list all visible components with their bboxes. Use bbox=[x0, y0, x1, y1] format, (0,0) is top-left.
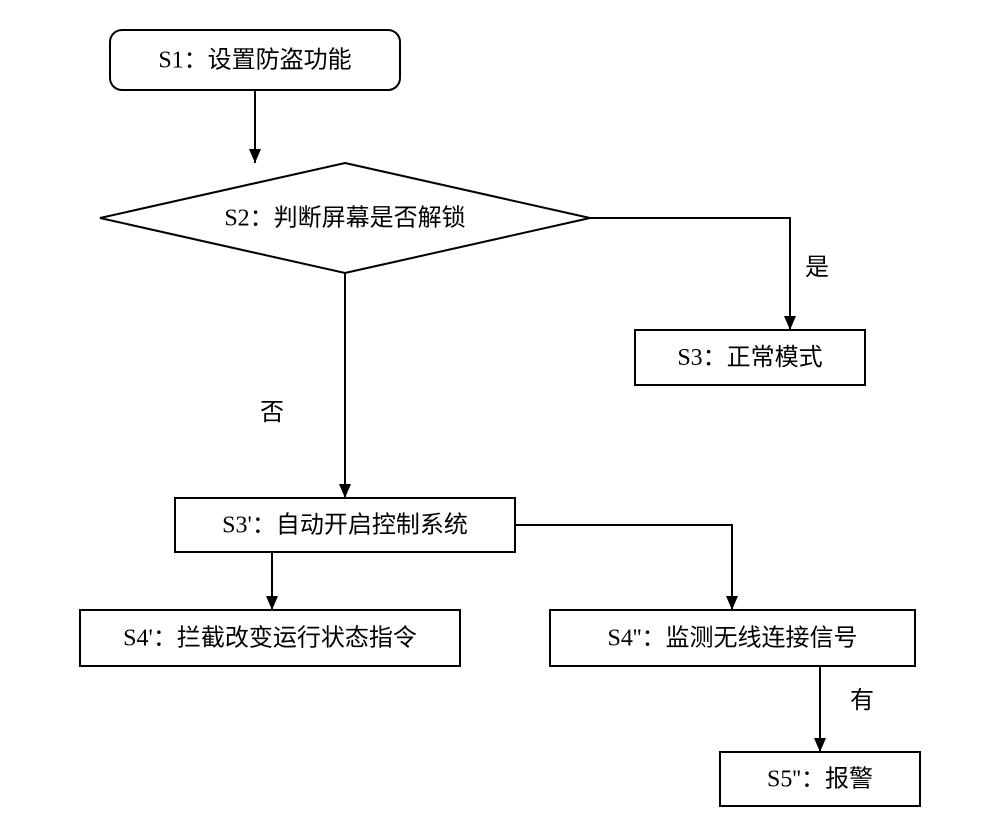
svg-text:有: 有 bbox=[850, 687, 874, 714]
svg-text:S1：设置防盗功能: S1：设置防盗功能 bbox=[158, 47, 351, 74]
svg-text:是: 是 bbox=[805, 255, 829, 281]
svg-text:S3：正常模式: S3：正常模式 bbox=[677, 344, 822, 371]
svg-text:S4'：拦截改变运行状态指令: S4'：拦截改变运行状态指令 bbox=[123, 625, 417, 652]
svg-text:S3'：自动开启控制系统: S3'：自动开启控制系统 bbox=[222, 512, 468, 539]
svg-text:S2：判断屏幕是否解锁: S2：判断屏幕是否解锁 bbox=[224, 205, 465, 232]
svg-text:否: 否 bbox=[260, 400, 284, 426]
svg-text:S4''：监测无线连接信号: S4''：监测无线连接信号 bbox=[608, 625, 858, 652]
svg-text:S5''：报警: S5''：报警 bbox=[767, 766, 873, 793]
